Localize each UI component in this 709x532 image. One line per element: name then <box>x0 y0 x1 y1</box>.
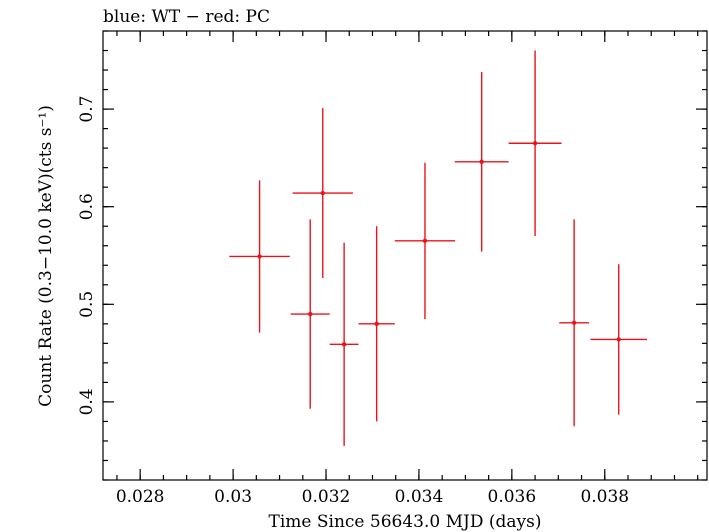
data-marker <box>571 320 577 326</box>
data-points <box>229 50 648 446</box>
data-point <box>559 219 589 427</box>
data-marker <box>320 190 325 196</box>
data-point <box>329 242 359 446</box>
data-marker <box>308 311 313 317</box>
data-marker <box>341 342 347 347</box>
y-tick-label: 0.7 <box>77 96 97 123</box>
data-point <box>394 162 456 319</box>
y-tick-label: 0.6 <box>77 193 97 220</box>
data-marker <box>479 159 484 164</box>
chart-caption: blue: WT − red: PC <box>103 7 270 27</box>
data-point <box>590 264 648 415</box>
data-point <box>454 71 509 252</box>
x-tick-label: 0.03 <box>214 487 252 507</box>
data-marker <box>422 238 428 244</box>
y-tick-label: 0.4 <box>77 388 97 415</box>
data-marker <box>532 141 538 146</box>
x-tick-label: 0.038 <box>580 487 629 507</box>
x-tick-label: 0.028 <box>116 487 165 507</box>
data-marker <box>616 337 621 342</box>
y-tick-label: 0.5 <box>77 291 97 318</box>
data-point <box>508 50 562 236</box>
x-tick-label: 0.032 <box>302 487 351 507</box>
data-point <box>229 180 290 333</box>
plot-frame <box>102 30 708 481</box>
y-axis-label: Count Rate (0.3−10.0 keV)(cts s⁻¹) <box>36 105 56 407</box>
x-tick-label: 0.036 <box>488 487 537 507</box>
data-marker <box>257 254 262 259</box>
x-tick-label: 0.034 <box>395 487 444 507</box>
data-marker <box>374 321 379 327</box>
data-point <box>290 219 330 409</box>
axis-ticks <box>103 30 707 481</box>
axis-tick-labels: 0.028 0.03 0.032 0.034 0.036 0.038 0.4 0.5 0.6 0.… <box>77 96 629 507</box>
x-axis-label: Time Since 56643.0 MJD (days) <box>269 512 542 532</box>
data-point <box>292 108 353 278</box>
data-point <box>358 226 395 422</box>
